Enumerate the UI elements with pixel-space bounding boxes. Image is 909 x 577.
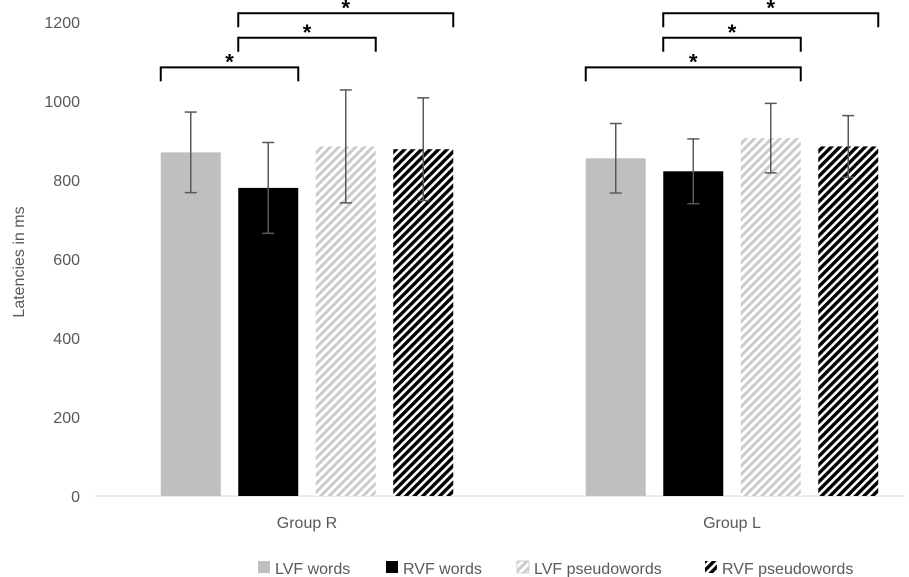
bracket-line <box>662 12 880 28</box>
legend-item: LVF pseudowords <box>516 560 662 577</box>
y-tick-label: 600 <box>53 252 80 269</box>
error-bar <box>764 102 777 174</box>
significance-star: * <box>728 20 737 45</box>
y-tick-label: 400 <box>53 331 80 348</box>
bar <box>238 187 299 496</box>
error-bar <box>339 89 352 204</box>
legend-item: LVF words <box>258 561 350 577</box>
error-bar <box>262 141 275 235</box>
y-tick-label: 0 <box>71 489 80 506</box>
y-tick-label: 1000 <box>44 94 80 111</box>
bracket-line <box>237 12 455 28</box>
y-tick-label: 1200 <box>44 15 80 32</box>
bracket-line <box>584 66 802 82</box>
significance-star: * <box>303 20 312 45</box>
significance-star: * <box>766 0 775 20</box>
x-axis-categories: Group R Group L <box>277 515 761 532</box>
legend: LVF words RVF words LVF pseudowords RVF pse… <box>258 560 853 577</box>
bracket-line <box>237 36 377 52</box>
significance-bracket: * <box>662 20 802 52</box>
x-category-label: Group R <box>277 515 337 532</box>
error-bars <box>184 89 855 235</box>
significance-bracket: * <box>159 49 300 82</box>
legend-swatch <box>258 561 270 573</box>
error-bar <box>842 114 855 178</box>
legend-label: LVF words <box>275 561 350 577</box>
significance-star: * <box>341 0 350 20</box>
x-category-label: Group L <box>703 515 761 532</box>
bar <box>160 152 221 496</box>
bar <box>393 149 454 496</box>
bar <box>663 171 724 496</box>
y-axis-title: Latencies in ms <box>11 206 28 317</box>
bar <box>740 138 801 496</box>
bars <box>160 138 879 497</box>
bar <box>315 146 376 497</box>
legend-swatch <box>705 561 717 573</box>
y-tick-label: 200 <box>53 410 80 427</box>
significance-bracket: * <box>237 20 377 52</box>
significance-star: * <box>689 49 698 74</box>
y-axis-ticks: 0 200 400 600 800 1000 1200 <box>44 15 80 506</box>
significance-bracket: * <box>662 0 880 28</box>
legend-label: LVF pseudowords <box>534 561 662 577</box>
significance-star: * <box>225 49 234 74</box>
legend-label: RVF words <box>403 561 482 577</box>
significance-bracket: * <box>584 49 802 82</box>
legend-label: RVF pseudowords <box>722 561 853 577</box>
y-tick-label: 800 <box>53 173 80 190</box>
bar <box>585 158 646 496</box>
error-bar <box>609 122 622 194</box>
error-bar <box>184 111 197 194</box>
legend-item: RVF pseudowords <box>705 561 853 577</box>
legend-swatch <box>516 560 530 574</box>
error-bar <box>687 138 700 205</box>
legend-swatch <box>386 561 398 573</box>
bar <box>818 146 879 497</box>
error-bar <box>417 97 430 202</box>
bracket-line <box>159 66 300 82</box>
bracket-line <box>662 36 802 52</box>
significance-brackets: * * * * * * <box>159 0 880 82</box>
significance-bracket: * <box>237 0 455 28</box>
legend-item: RVF words <box>386 561 482 577</box>
